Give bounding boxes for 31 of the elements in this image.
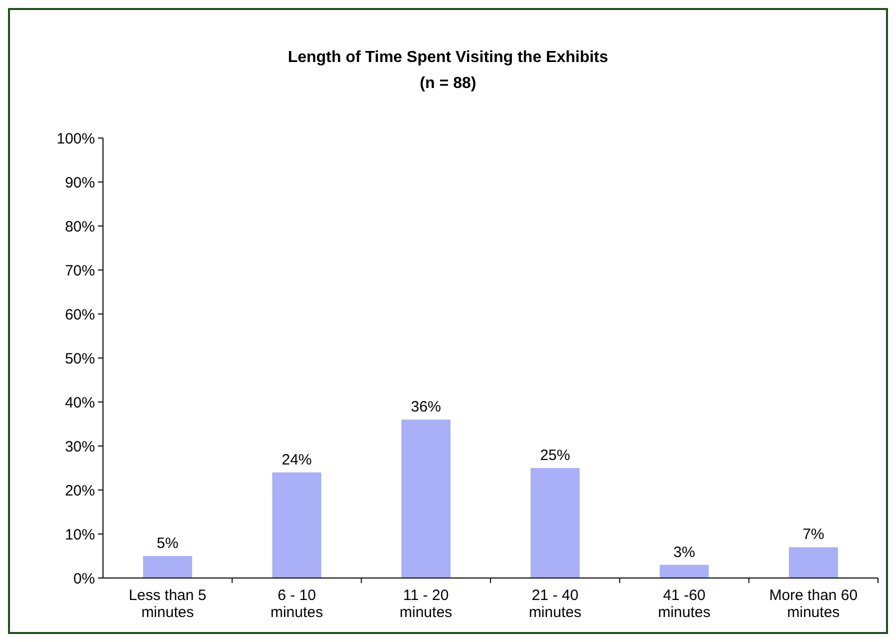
- y-tick-label: 70%: [64, 262, 95, 280]
- y-tick-label: 0%: [73, 570, 95, 588]
- data-label: 25%: [540, 447, 570, 464]
- y-tick-label: 10%: [64, 526, 95, 544]
- y-tick-label: 100%: [56, 130, 95, 148]
- y-tick-label: 80%: [64, 218, 95, 236]
- data-label: 24%: [282, 451, 312, 468]
- bar: [143, 556, 192, 578]
- data-label: 5%: [156, 535, 178, 552]
- bar: [530, 468, 580, 578]
- x-tick-label: 11 - 20 minutes: [400, 587, 452, 621]
- bar: [272, 472, 322, 578]
- bar: [660, 564, 709, 578]
- y-tick-label: 50%: [64, 350, 95, 368]
- y-tick-label: 20%: [64, 482, 95, 500]
- bar: [401, 420, 450, 578]
- data-label: 7%: [802, 526, 824, 544]
- y-tick-label: 40%: [64, 394, 95, 412]
- x-tick-label: 6 - 10 minutes: [270, 587, 324, 621]
- y-tick-label: 30%: [64, 438, 95, 456]
- bar: [788, 547, 838, 578]
- y-tick-label: 90%: [64, 174, 95, 192]
- x-tick-label: More than 60 minutes: [769, 587, 858, 621]
- chart-title: Length of Time Spent Visiting the Exhibits: [288, 49, 608, 66]
- data-label: 3%: [673, 544, 696, 561]
- x-tick-label: 41 -60 minutes: [658, 587, 711, 621]
- chart-subtitle: (n = 88): [420, 75, 476, 92]
- x-tick-label: 21 - 40 minutes: [528, 587, 582, 621]
- x-tick-label: Less than 5 minutes: [128, 587, 206, 621]
- data-label: 36%: [410, 398, 441, 416]
- y-tick-label: 60%: [64, 306, 95, 324]
